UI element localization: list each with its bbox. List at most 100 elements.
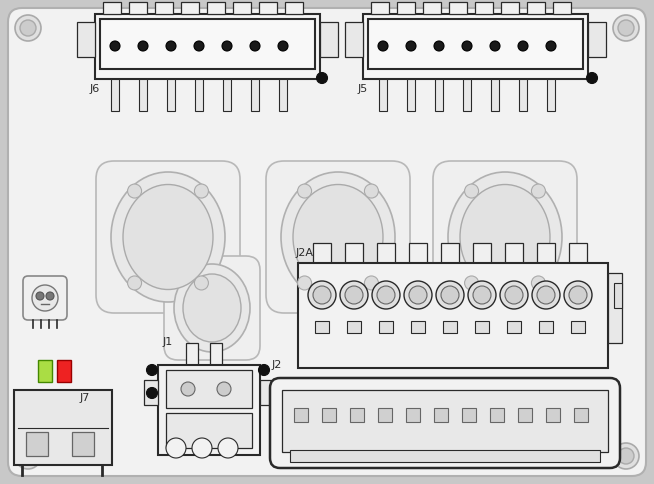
Text: J1: J1 [163,337,173,347]
Bar [313,243,331,263]
Bar [449,2,467,14]
Circle shape [110,41,120,51]
Bar [473,243,491,263]
Bar [38,360,52,382]
Bar [315,321,329,333]
Bar [155,2,173,14]
Bar [223,79,231,111]
Ellipse shape [183,274,241,342]
Bar [111,79,119,111]
Bar [181,2,199,14]
FancyBboxPatch shape [270,378,620,468]
Bar [574,408,588,422]
Bar [423,2,441,14]
Bar [571,321,585,333]
Circle shape [404,281,432,309]
Bar [547,79,555,111]
Bar [409,243,427,263]
FancyBboxPatch shape [23,276,67,320]
Bar [260,380,274,405]
Circle shape [564,281,592,309]
Bar [518,408,532,422]
Bar [434,408,448,422]
Bar [294,408,308,422]
Bar [462,408,476,422]
Circle shape [378,41,388,51]
Bar [139,79,147,111]
Circle shape [15,443,41,469]
Bar [322,408,336,422]
FancyBboxPatch shape [8,8,646,476]
Bar [377,243,395,263]
Text: J7: J7 [80,393,90,403]
Bar [519,79,527,111]
Circle shape [436,281,464,309]
Circle shape [218,438,238,458]
Bar [368,19,583,69]
Circle shape [15,15,41,41]
Circle shape [464,184,479,198]
Bar [233,2,251,14]
Circle shape [340,281,368,309]
Bar [166,370,252,408]
Bar [279,79,287,111]
Bar [507,321,521,333]
Circle shape [434,41,444,51]
Bar [320,22,338,57]
Circle shape [618,20,634,36]
Bar [463,79,471,111]
Bar [407,79,415,111]
Circle shape [569,286,587,304]
Circle shape [317,73,328,84]
Bar [491,79,499,111]
Bar [537,243,555,263]
Bar [379,79,387,111]
Circle shape [194,184,209,198]
Bar [378,408,392,422]
Circle shape [138,41,148,51]
Bar [406,408,420,422]
Ellipse shape [448,172,562,302]
Bar [195,79,203,111]
Bar [210,343,222,365]
Circle shape [462,41,472,51]
FancyBboxPatch shape [266,161,410,313]
Bar [144,380,158,405]
Circle shape [464,276,479,290]
Bar [475,321,489,333]
Bar [379,321,393,333]
Bar [282,390,608,452]
FancyBboxPatch shape [433,161,577,313]
Circle shape [345,286,363,304]
Bar [443,321,457,333]
Circle shape [313,286,331,304]
Circle shape [308,281,336,309]
Circle shape [194,276,209,290]
Circle shape [532,184,545,198]
Circle shape [166,438,186,458]
Bar [539,321,553,333]
Bar [490,408,504,422]
Circle shape [364,184,379,198]
Bar [397,2,415,14]
FancyBboxPatch shape [96,161,240,313]
Circle shape [20,20,36,36]
Circle shape [532,281,560,309]
Bar [95,14,320,79]
Ellipse shape [460,184,550,289]
Text: J2A: J2A [296,248,314,258]
Circle shape [258,364,269,376]
Bar [207,2,225,14]
Circle shape [587,73,598,84]
Circle shape [192,438,212,458]
Circle shape [217,382,231,396]
Circle shape [46,292,54,300]
Circle shape [500,281,528,309]
Bar [363,14,588,79]
Circle shape [181,382,195,396]
Bar [614,283,622,308]
Bar [259,2,277,14]
Circle shape [409,286,427,304]
Text: J6: J6 [90,84,100,94]
Circle shape [505,286,523,304]
